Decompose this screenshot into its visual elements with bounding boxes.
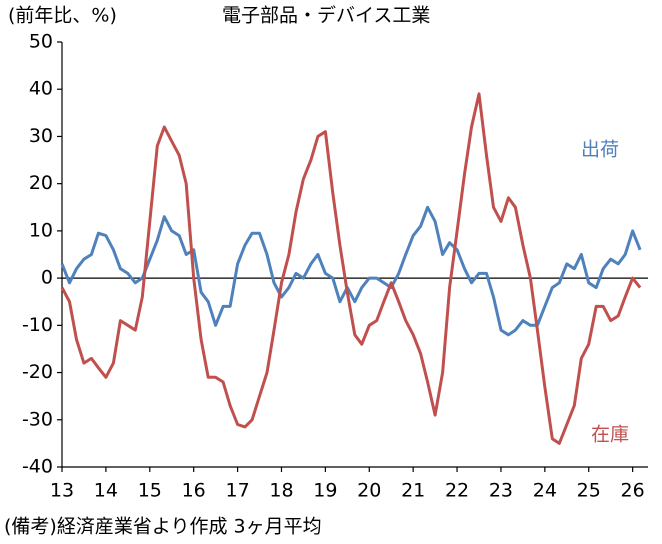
series-line [60,92,642,445]
y-tick-label: -40 [22,456,53,478]
y-tick-label: 20 [29,172,53,194]
x-tick-label: 21 [401,480,425,502]
x-tick-label: 23 [489,480,513,502]
x-tick-label: 15 [138,480,162,502]
x-tick-label: 18 [269,480,293,502]
y-tick-label: 30 [29,125,53,147]
note: (備考)経済産業省より作成 3ヶ月平均 [4,516,322,538]
y-tick-label: -10 [22,314,53,336]
y-tick-label: 0 [41,267,53,289]
series-line [60,205,642,337]
y-tick-label: 40 [29,78,53,100]
x-tick-label: 20 [357,480,381,502]
y-tick-label: -20 [22,361,53,383]
x-tick-label: 26 [621,480,645,502]
x-tick-label: 22 [445,480,469,502]
chart-title: 電子部品・デバイス工業 [222,5,430,27]
y-tick-label: 10 [29,219,53,241]
x-tick-label: 25 [577,480,601,502]
x-tick-label: 24 [533,480,557,502]
series-label: 在庫 [591,424,629,446]
series-label: 出荷 [581,139,619,161]
y-tick-label: 50 [29,31,53,53]
y-tick-label: -30 [22,408,53,430]
x-tick-label: 17 [225,480,249,502]
x-tick-label: 16 [182,480,206,502]
y-axis-label: (前年比、%) [8,5,117,27]
x-tick-label: 13 [50,480,74,502]
x-tick-label: 19 [313,480,337,502]
x-tick-label: 14 [94,480,118,502]
